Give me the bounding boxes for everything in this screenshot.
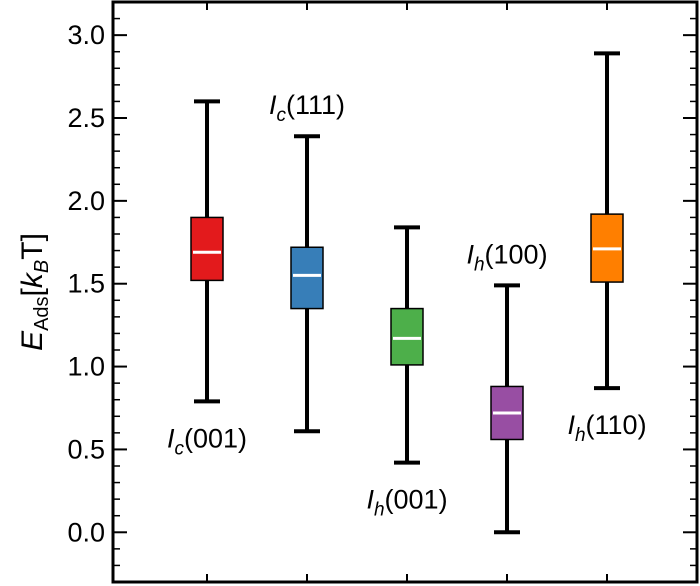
y-axis-label: EAds[kBT] — [16, 233, 53, 351]
box-label: Ih(001) — [366, 485, 447, 521]
box-label: Ih(110) — [567, 410, 646, 446]
y-tick-label: 0.0 — [67, 517, 105, 547]
box-label: Ic(001) — [167, 423, 247, 459]
box-label-sub: c — [276, 105, 286, 126]
y-axis-label-sub: Ads — [31, 296, 53, 330]
boxes-group — [190, 51, 624, 535]
box-label-rest: (100) — [485, 239, 548, 269]
box-label: Ic(111) — [269, 90, 345, 126]
y-axis-label-open: [ — [16, 287, 49, 296]
iqr-box — [190, 216, 224, 282]
y-tick-label: 3.0 — [67, 20, 105, 50]
box-label-main: I — [366, 485, 374, 515]
box-label-sub: h — [374, 500, 385, 521]
box-label-main: I — [269, 90, 277, 120]
box-label-rest: (001) — [385, 485, 448, 515]
box-label-sub: h — [474, 254, 485, 275]
y-axis-label-k: k — [16, 271, 49, 288]
iqr-box — [390, 307, 424, 366]
box-label-main: I — [466, 239, 474, 269]
box-label-main: I — [167, 423, 175, 453]
box-label-sub: c — [174, 438, 184, 459]
box-label-main: I — [567, 410, 575, 440]
y-tick-label: 1.5 — [67, 269, 105, 299]
y-tick-label: 2.5 — [67, 103, 105, 133]
x-axis-ticks — [206, 2, 608, 582]
y-axis-label-close: ] — [16, 233, 49, 241]
y-axis-label-k-sub: B — [31, 260, 53, 273]
y-tick-label: 2.0 — [67, 186, 105, 216]
box-label-rest: (110) — [586, 410, 647, 440]
plot-frame — [111, 0, 699, 584]
iqr-box — [290, 246, 324, 310]
box-label-sub: h — [575, 425, 586, 446]
y-axis-label-main: E — [16, 330, 49, 351]
box-labels-group: Ic(001)Ic(111)Ih(001)Ih(100)Ih(110) — [167, 90, 647, 520]
y-tick-label: 1.0 — [67, 352, 105, 382]
box-label-rest: (111) — [286, 90, 345, 120]
y-axis-ticks: 0.0 0.5 1.0 1.5 2.0 2.5 3.0 — [67, 1, 697, 567]
y-axis-label-unit: T — [16, 241, 49, 259]
y-tick-label: 0.5 — [67, 434, 105, 464]
box-label: Ih(100) — [466, 239, 547, 275]
box-label-rest: (001) — [184, 423, 247, 453]
